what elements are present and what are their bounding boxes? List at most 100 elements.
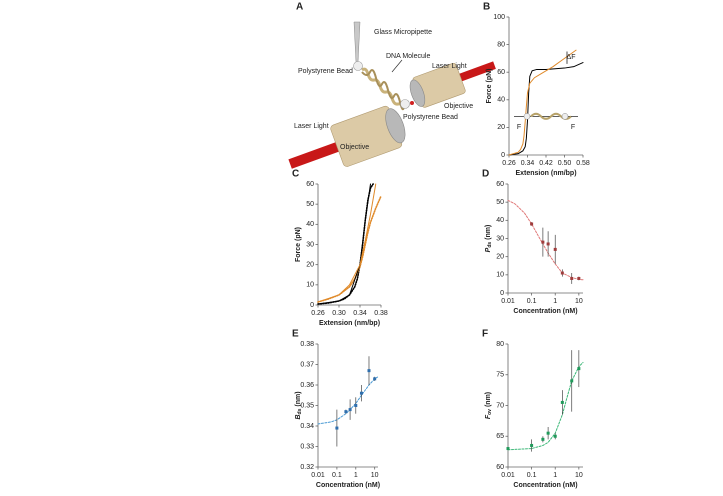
y-tick-label: 20 xyxy=(497,124,505,131)
y-tick-label: 10 xyxy=(306,282,314,289)
diagram-label: Laser Light xyxy=(432,63,467,70)
y-tick-label: 80 xyxy=(496,341,504,348)
y-tick-label: 40 xyxy=(496,217,504,224)
diagram-label: Glass Micropipette xyxy=(374,29,432,36)
data-point xyxy=(335,426,339,430)
x-axis-label: Concentration (nM) xyxy=(513,482,577,489)
y-tick-label: 0.38 xyxy=(300,341,314,348)
y-tick-label: 0.34 xyxy=(300,423,314,430)
y-label-subscript: ov xyxy=(487,409,493,415)
objective-right xyxy=(409,61,496,108)
y-tick-label: 0 xyxy=(500,290,504,297)
y-tick-label: 50 xyxy=(496,199,504,206)
x-tick-label: 0.34 xyxy=(521,160,535,167)
y-tick-label: 60 xyxy=(496,181,504,188)
data-line xyxy=(508,49,577,156)
panel-letter: E xyxy=(292,329,299,340)
y-tick-label: 0.33 xyxy=(300,443,314,450)
data-point xyxy=(577,367,581,371)
y-tick-label: 65 xyxy=(496,433,504,440)
y-tick-label: 30 xyxy=(496,235,504,242)
y-tick-label: 40 xyxy=(306,221,314,228)
chart-panel: D 0 10 20 30 40 50 60 0.01 0.1 1 10 Concentration (n… xyxy=(482,169,584,315)
y-label-symbol: P xyxy=(485,247,492,252)
y-label-unit: (nm) xyxy=(485,392,492,407)
y-tick-label: 40 xyxy=(497,97,505,104)
data-point xyxy=(546,242,550,246)
chart-panel: F 60 65 70 75 80 0.01 0.1 1 10 Concentration (nM) F… xyxy=(482,329,584,489)
chart-panel: C 0 10 20 30 40 50 60 0.26 0.30 0.34 0.38 Extension … xyxy=(292,169,388,327)
y-label-unit: (nm) xyxy=(295,391,302,406)
x-tick-label: 0.1 xyxy=(527,472,537,479)
x-tick-label: 0.01 xyxy=(501,472,515,479)
x-tick-label: 0.1 xyxy=(332,472,342,479)
data-point xyxy=(348,408,352,412)
y-tick-label: 20 xyxy=(496,254,504,261)
y-axis-label: Force (pN) xyxy=(295,227,302,262)
data-point xyxy=(359,391,363,395)
y-label-symbol: F xyxy=(485,414,492,419)
chart-panel: B 0 20 40 60 80 100 0.26 0.34 0.42 0.50 0.58Extensi… xyxy=(483,2,590,177)
y-tick-label: 75 xyxy=(496,372,504,379)
panel-letter: A xyxy=(296,2,303,13)
y-axis-label: Bds (nm) xyxy=(295,391,303,419)
x-tick-label: 10 xyxy=(575,472,583,479)
y-tick-label: 60 xyxy=(496,464,504,471)
micropipette xyxy=(353,21,361,63)
data-line xyxy=(317,183,371,305)
data-point xyxy=(541,437,545,441)
y-tick-label: 0.35 xyxy=(300,402,314,409)
data-point xyxy=(530,222,534,226)
data-point xyxy=(560,400,564,404)
annotation: F xyxy=(571,124,575,131)
data-line xyxy=(508,62,584,156)
data-point xyxy=(577,276,581,280)
x-tick-label: 0.58 xyxy=(576,160,590,167)
diagram-label: DNA Molecule xyxy=(386,53,430,60)
data-line xyxy=(317,376,379,425)
y-label-subscript: ds xyxy=(487,242,493,248)
x-tick-label: 1 xyxy=(553,298,557,305)
y-axis-label: Fov (nm) xyxy=(485,392,493,419)
y-tick-label: 30 xyxy=(306,241,314,248)
x-tick-label: 10 xyxy=(371,472,379,479)
objective-lens xyxy=(409,79,426,107)
data-point xyxy=(373,377,377,381)
x-tick-label: 0.01 xyxy=(501,298,515,305)
y-tick-label: 100 xyxy=(493,14,505,21)
data-point xyxy=(553,247,557,251)
y-tick-label: 60 xyxy=(497,69,505,76)
annotation: F xyxy=(517,124,521,131)
y-tick-label: 60 xyxy=(306,181,314,188)
data-point xyxy=(560,271,564,275)
x-axis-label: Extension (nm/bp) xyxy=(319,320,380,327)
data-point xyxy=(546,431,550,435)
data-point xyxy=(570,379,574,383)
y-tick-label: 50 xyxy=(306,201,314,208)
y-tick-label: 0 xyxy=(501,152,505,159)
panel-letter: F xyxy=(482,329,488,340)
x-tick-label: 10 xyxy=(575,298,583,305)
y-label-symbol: B xyxy=(295,414,302,419)
data-point xyxy=(553,434,557,438)
data-point xyxy=(344,410,348,414)
panel-a: A Glass Micropipette DNA Molecule Polyst… xyxy=(288,2,496,169)
y-axis-label: Force (pN) xyxy=(486,69,493,104)
x-tick-label: 0.38 xyxy=(374,310,388,317)
x-tick-label: 0.1 xyxy=(527,298,537,305)
x-tick-label: 1 xyxy=(354,472,358,479)
x-tick-label: 0.26 xyxy=(311,310,325,317)
inset-bead xyxy=(561,113,569,120)
data-point xyxy=(354,404,358,407)
x-tick-label: 0.34 xyxy=(353,310,367,317)
panel-letter: C xyxy=(292,169,299,180)
diagram-label: Objective xyxy=(444,103,473,110)
y-tick-label: 70 xyxy=(496,402,504,409)
x-axis-label: Extension (nm/bp) xyxy=(515,170,576,177)
data-point xyxy=(541,240,545,244)
laser-beam xyxy=(459,61,496,82)
bead xyxy=(353,61,363,71)
data-point xyxy=(506,447,510,451)
annotation: ΔF xyxy=(567,54,576,61)
